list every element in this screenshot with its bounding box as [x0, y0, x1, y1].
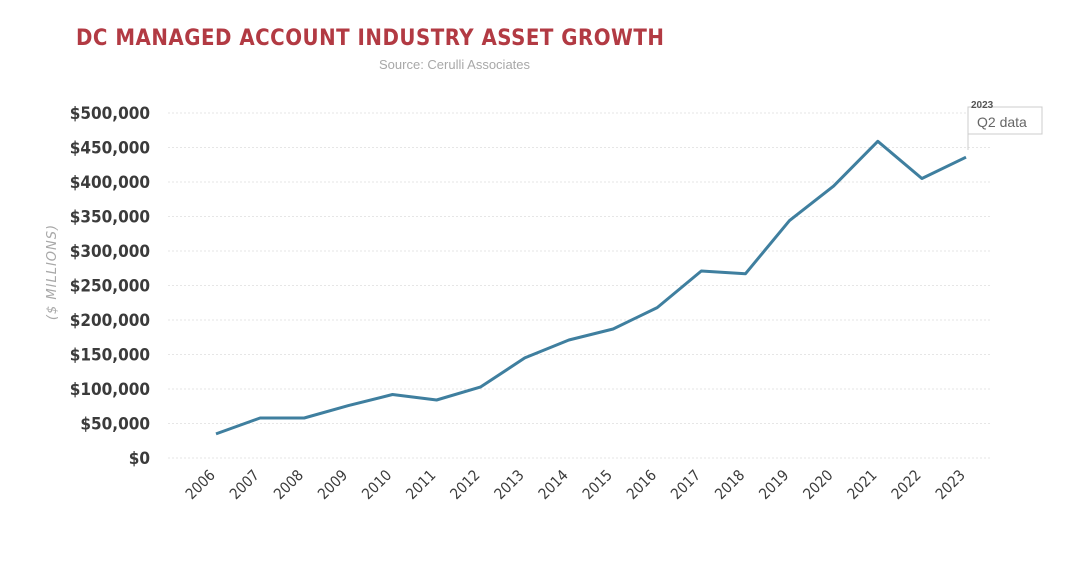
annotation-box — [967, 106, 1043, 135]
y-axis-label: ($ MILLIONS) — [45, 224, 60, 320]
grid-lines — [168, 112, 990, 459]
y-tick-label: $250,000 — [70, 277, 150, 297]
annotation: 2023 Q2 data — [967, 100, 1043, 150]
y-axis-ticks: $0 $50,000 $100,000 $150,000 $200,000 $250,00… — [70, 104, 150, 469]
chart-title: DC MANAGED ACCOUNT INDUSTRY ASSET GROWTH — [76, 26, 665, 51]
x-tick-label: 2007 — [226, 466, 263, 503]
y-tick-label: $500,000 — [70, 104, 150, 124]
x-tick-label: 2022 — [888, 466, 925, 503]
x-tick-label: 2010 — [358, 466, 395, 503]
x-tick-label: 2011 — [402, 466, 439, 503]
x-axis-ticks: 2006 2007 2008 2009 2010 2011 2012 2013 2014 2015… — [182, 466, 969, 503]
annotation-year: 2023 — [971, 100, 994, 111]
y-tick-label: $100,000 — [70, 380, 150, 400]
y-tick-label: $300,000 — [70, 242, 150, 262]
annotation-text: Q2 data — [977, 114, 1027, 130]
x-tick-label: 2020 — [799, 466, 836, 503]
x-tick-label: 2015 — [579, 466, 616, 503]
x-tick-label: 2008 — [270, 466, 307, 503]
x-tick-label: 2009 — [314, 466, 351, 503]
y-tick-label: $50,000 — [80, 415, 150, 435]
y-tick-label: $0 — [129, 449, 150, 469]
x-tick-label: 2006 — [182, 466, 219, 503]
x-tick-label: 2012 — [447, 466, 484, 503]
x-tick-label: 2018 — [711, 466, 748, 503]
x-tick-label: 2016 — [623, 466, 660, 503]
chart-source: Source: Cerulli Associates — [379, 57, 531, 72]
series-line — [215, 139, 967, 436]
x-tick-label: 2021 — [844, 466, 881, 503]
x-tick-label: 2017 — [667, 466, 704, 503]
x-tick-label: 2019 — [755, 466, 792, 503]
y-tick-label: $450,000 — [70, 139, 150, 159]
x-tick-label: 2014 — [535, 466, 572, 503]
series-lines — [215, 139, 967, 436]
y-tick-label: $400,000 — [70, 173, 150, 193]
y-tick-label: $200,000 — [70, 311, 150, 331]
x-tick-label: 2013 — [491, 466, 528, 503]
y-tick-label: $350,000 — [70, 208, 150, 228]
x-tick-label: 2023 — [932, 466, 969, 503]
y-tick-label: $150,000 — [70, 346, 150, 366]
